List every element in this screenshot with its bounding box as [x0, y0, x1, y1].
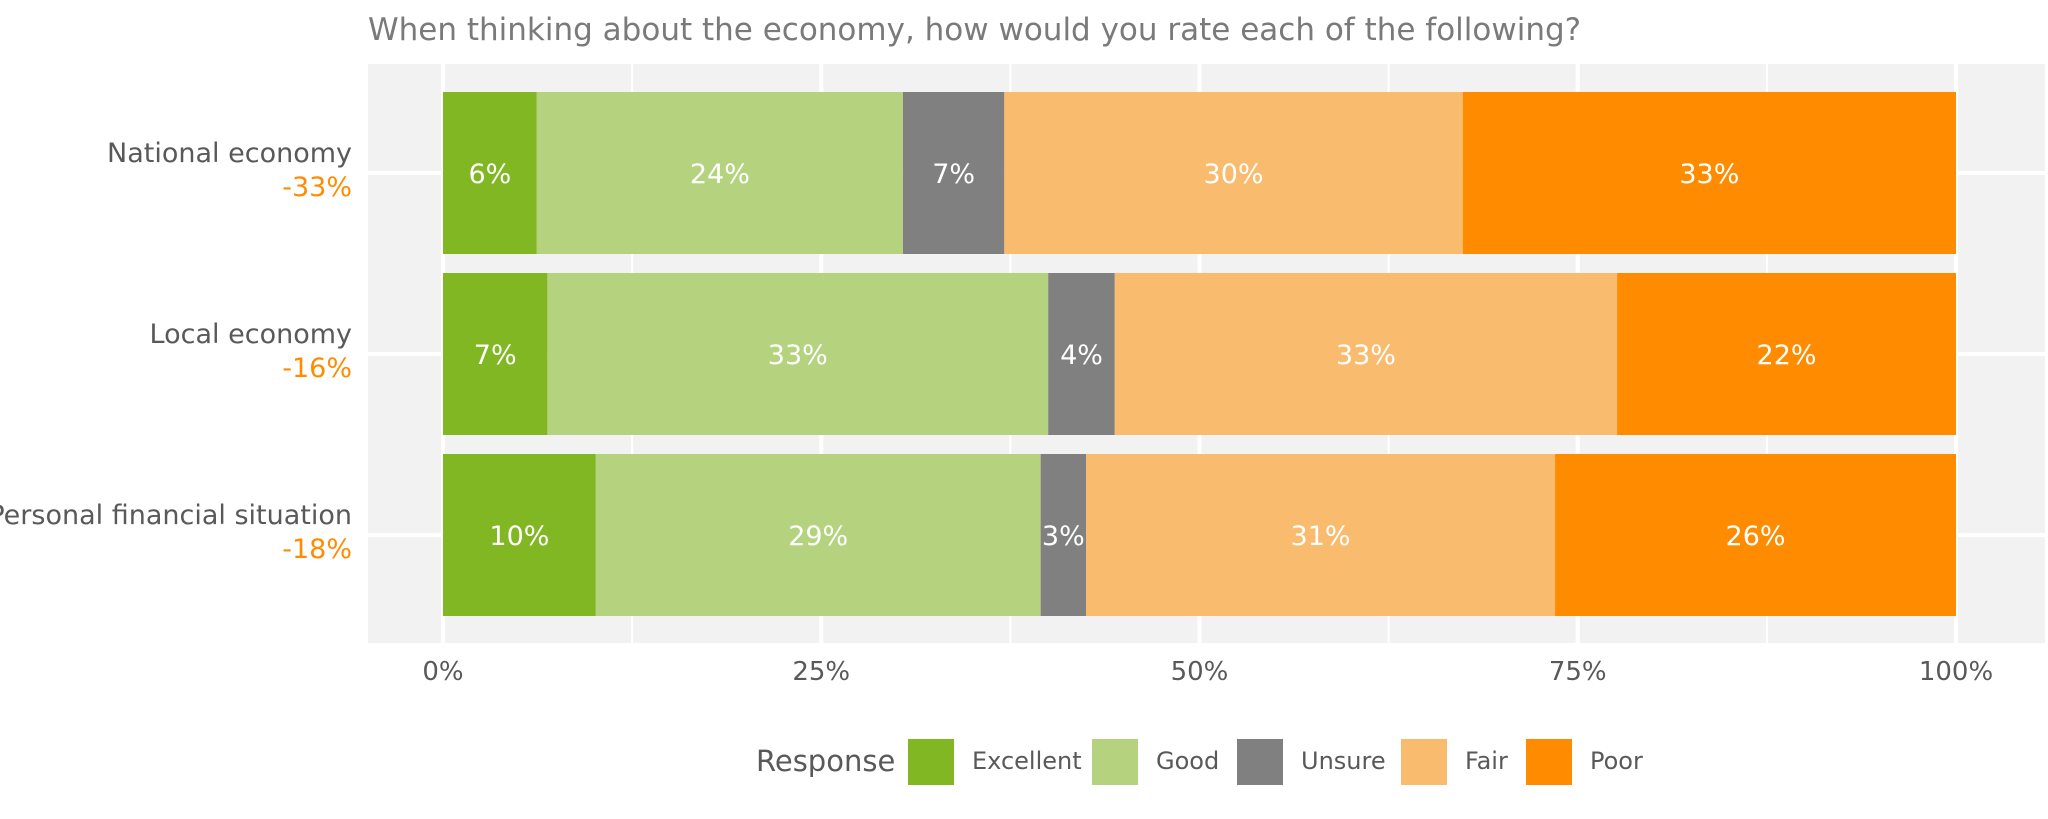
x-tick-label: 25%: [792, 657, 850, 687]
category-labels: National economy-33% Local economy-16% Per…: [0, 138, 352, 565]
bar-poor-2: [1555, 454, 1956, 616]
chart-title: When thinking about the economy, how wou…: [368, 12, 1581, 48]
legend: Response Excellent Good Unsure Fair Poor: [756, 739, 1643, 785]
bar-label: 3%: [1042, 521, 1085, 552]
x-tick-label: 100%: [1919, 657, 1993, 687]
x-tick-label: 0%: [422, 657, 463, 687]
legend-label: Poor: [1590, 747, 1643, 775]
bar-fair-2: [1086, 454, 1556, 616]
legend-label: Good: [1156, 747, 1219, 775]
bar-excellent-0: [443, 92, 537, 254]
bar-unsure-1: [1048, 273, 1115, 435]
category-label: Personal financial situation: [0, 500, 352, 531]
legend-title: Response: [756, 744, 895, 778]
bar-good-1: [547, 273, 1049, 435]
legend-label: Excellent: [972, 747, 1082, 775]
net-score-label: -16%: [282, 353, 352, 384]
net-score-label: -18%: [282, 534, 352, 565]
bar-label: 4%: [1060, 340, 1103, 371]
bar-poor-0: [1462, 92, 1956, 254]
bar-label: 22%: [1757, 340, 1817, 371]
bar-label: 6%: [468, 159, 511, 190]
bar-label: 26%: [1726, 521, 1786, 552]
bar-label: 30%: [1204, 159, 1264, 190]
bar-good-0: [536, 92, 903, 254]
bar-label: 33%: [1679, 159, 1739, 190]
x-tick-label: 75%: [1549, 657, 1607, 687]
legend-swatch-fair: [1401, 739, 1447, 785]
legend-swatch-good: [1092, 739, 1138, 785]
bar-unsure-0: [902, 92, 1005, 254]
bars: 6% 24% 7% 30% 33% 7% 33% 4% 33% 22% 10% 29% 3% 31% 26%: [443, 92, 1956, 616]
legend-swatch-unsure: [1237, 739, 1283, 785]
bar-excellent-2: [443, 454, 596, 616]
bar-fair-1: [1114, 273, 1618, 435]
bar-label: 33%: [768, 340, 828, 371]
bar-unsure-2: [1040, 454, 1087, 616]
bar-fair-0: [1004, 92, 1463, 254]
bar-label: 33%: [1336, 340, 1396, 371]
legend-swatch-poor: [1526, 739, 1572, 785]
bar-label: 10%: [489, 521, 549, 552]
category-label: National economy: [107, 138, 352, 169]
bar-label: 7%: [932, 159, 975, 190]
category-label: Local economy: [150, 319, 352, 350]
bar-label: 7%: [474, 340, 517, 371]
x-axis-ticks: 0% 25% 50% 75% 100%: [422, 657, 1993, 687]
bar-label: 31%: [1291, 521, 1351, 552]
legend-label: Fair: [1465, 747, 1508, 775]
bar-excellent-1: [443, 273, 548, 435]
bar-label: 24%: [690, 159, 750, 190]
bar-poor-1: [1617, 273, 1956, 435]
legend-label: Unsure: [1301, 747, 1386, 775]
bar-good-2: [595, 454, 1041, 616]
net-score-label: -33%: [282, 172, 352, 203]
bar-label: 29%: [788, 521, 848, 552]
legend-swatch-excellent: [908, 739, 954, 785]
x-tick-label: 50%: [1171, 657, 1229, 687]
